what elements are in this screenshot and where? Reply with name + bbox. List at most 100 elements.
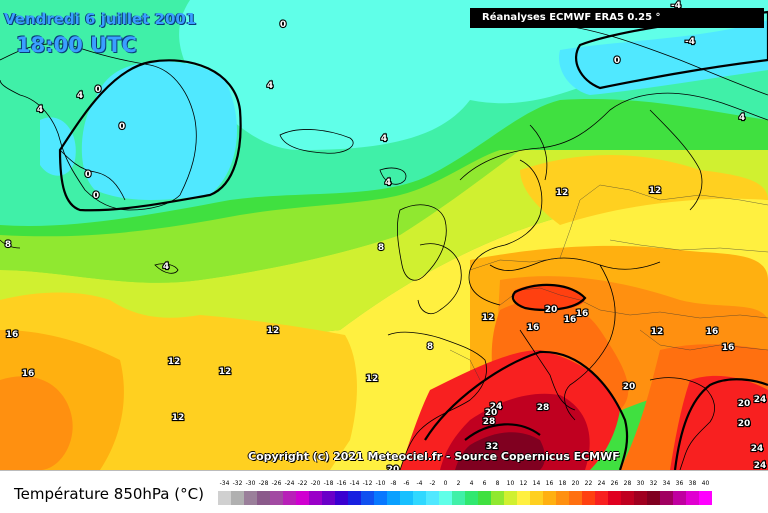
- scale-swatch: [699, 491, 712, 505]
- map-label: 12: [168, 357, 181, 367]
- scale-label: -8: [390, 480, 397, 487]
- scale-label: 10: [506, 480, 515, 487]
- scale-swatch: [530, 491, 543, 505]
- map-label: 0: [93, 191, 99, 201]
- scale-swatch: [647, 491, 660, 505]
- isotherm-32: [464, 423, 541, 441]
- scale-swatch: [634, 491, 647, 505]
- map-label: 4: [163, 262, 169, 272]
- map-label: 20: [623, 382, 636, 392]
- scale-label: 30: [636, 480, 645, 487]
- scale-label: 6: [482, 480, 487, 487]
- scale-label: 24: [597, 480, 606, 487]
- map-label: 4: [381, 134, 387, 144]
- zone-cold-pool-west: [40, 117, 76, 176]
- map-label: 0: [85, 170, 91, 180]
- map-label: 4: [385, 178, 391, 188]
- scale-swatch: [374, 491, 387, 505]
- scale-label: -18: [323, 480, 334, 487]
- map-label: 16: [22, 369, 35, 379]
- map-label: 12: [651, 327, 664, 337]
- map-label: -4: [685, 37, 695, 47]
- map-label: 20: [545, 305, 558, 315]
- legend-title: Température 850hPa (°C): [14, 485, 204, 503]
- isotherm-zero-west: [58, 59, 242, 212]
- scale-swatch: [517, 491, 530, 505]
- scale-swatch: [660, 491, 673, 505]
- scale-swatch: [452, 491, 465, 505]
- zone-14-field: [0, 155, 768, 470]
- scale-label: 8: [495, 480, 500, 487]
- map-label: 20: [738, 399, 751, 409]
- scale-label: 34: [662, 480, 671, 487]
- scale-labels: -34 -32 -30 -28 -26 -24 -22 -20 -18 -16 -14 -12 -10-…: [218, 480, 712, 487]
- scale-swatch: [231, 491, 244, 505]
- scale-swatch: [582, 491, 595, 505]
- scale-label: 16: [545, 480, 554, 487]
- scale-swatch: [569, 491, 582, 505]
- map-label: 4: [37, 105, 43, 115]
- scale-label: 32: [649, 480, 658, 487]
- scale-label: -30: [245, 480, 256, 487]
- map-label: 0: [280, 20, 286, 30]
- map-label: 24: [738, 419, 751, 429]
- scale-label: 38: [688, 480, 697, 487]
- legend-bar: Température 850hPa (°C) -34 -32 -30 -28 -26-…: [0, 470, 768, 513]
- map-label: 16: [576, 309, 589, 319]
- scale-swatch: [218, 491, 231, 505]
- map-label: 16: [564, 315, 577, 325]
- map-label: 12: [219, 367, 232, 377]
- scale-label: -10: [375, 480, 386, 487]
- date-label: Vendredi 6 juillet 2001: [4, 10, 197, 28]
- scale-label: -4: [416, 480, 423, 487]
- scale-swatch: [283, 491, 296, 505]
- scale-swatch: [686, 491, 699, 505]
- scale-swatch: [335, 491, 348, 505]
- scale-label: -12: [362, 480, 373, 487]
- scale-swatches: [218, 491, 712, 505]
- scale-label: -2: [429, 480, 436, 487]
- map-label: 32: [486, 442, 499, 452]
- scale-swatch: [296, 491, 309, 505]
- zone-alps-warm: [513, 284, 585, 310]
- scale-swatch: [543, 491, 556, 505]
- scale-label: 26: [610, 480, 619, 487]
- scale-swatch: [270, 491, 283, 505]
- scale-swatch: [244, 491, 257, 505]
- scale-label: -14: [349, 480, 360, 487]
- scale-label: 20: [571, 480, 580, 487]
- map-label: 24: [751, 444, 764, 454]
- scale-label: 36: [675, 480, 684, 487]
- isotherm-20-alps: [511, 283, 587, 311]
- time-label: 18:00 UTC: [16, 33, 137, 57]
- scale-label: 40: [701, 480, 710, 487]
- scale-swatch: [465, 491, 478, 505]
- scale-label: 14: [532, 480, 541, 487]
- scale-swatch: [348, 491, 361, 505]
- scale-swatch: [504, 491, 517, 505]
- scale-label: 12: [519, 480, 528, 487]
- map-label: 12: [172, 413, 185, 423]
- contour-labels: 0 -4 -4 -4 0 0 4 4 4 0 0 0 4 4 4 8 8 4 1…: [4, 0, 768, 470]
- map-label: 8: [427, 342, 433, 352]
- scale-swatch: [257, 491, 270, 505]
- map-label: 16: [722, 343, 735, 353]
- zone-zero-north: [179, 0, 768, 150]
- scale-label: 2: [456, 480, 461, 487]
- temperature-map: 0 -4 -4 -4 0 0 4 4 4 0 0 0 4 4 4 8 8 4 1…: [0, 0, 768, 470]
- scale-swatch: [608, 491, 621, 505]
- isotherm-24-east: [673, 378, 768, 470]
- map-label: 8: [5, 240, 11, 250]
- map-label: 12: [649, 186, 662, 196]
- scale-label: -22: [297, 480, 308, 487]
- map-label: 16: [6, 330, 19, 340]
- zone-cold-pool-greenland: [81, 61, 237, 200]
- scale-swatch: [426, 491, 439, 505]
- isotherm-24-south: [424, 350, 629, 470]
- scale-swatch: [413, 491, 426, 505]
- scale-label: -28: [258, 480, 269, 487]
- map-label: 12: [482, 313, 495, 323]
- scale-swatch: [595, 491, 608, 505]
- scale-label: -20: [310, 480, 321, 487]
- map-label: 12: [366, 374, 379, 384]
